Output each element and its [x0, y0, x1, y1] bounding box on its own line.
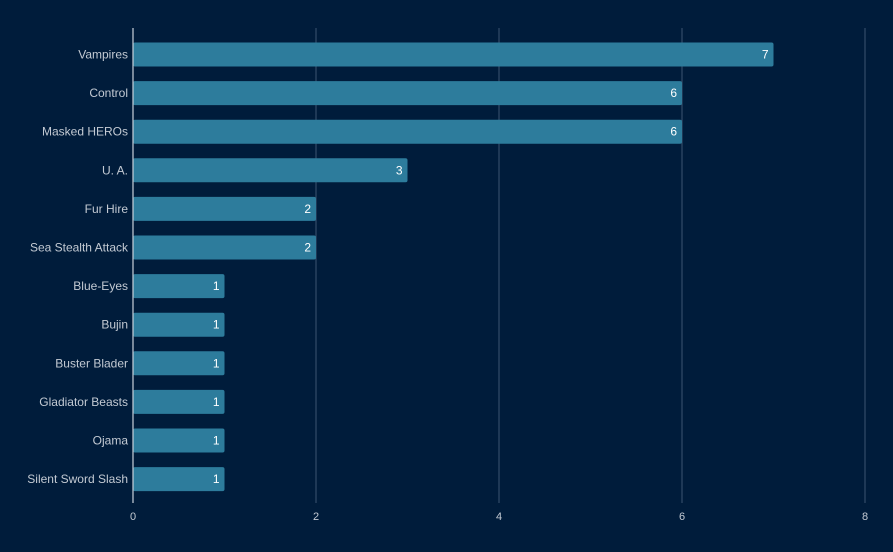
bar-fur-hire — [133, 196, 316, 221]
category-label: U. A. — [102, 163, 128, 177]
category-label: Sea Stealth Attack — [30, 241, 129, 255]
category-label: Ojama — [93, 434, 129, 448]
category-label: Control — [89, 86, 128, 100]
bar-silent-sword-slash — [133, 467, 225, 492]
data-label: 3 — [396, 163, 403, 177]
data-label: 2 — [304, 241, 311, 255]
category-label: Blue-Eyes — [73, 279, 128, 293]
data-label: 1 — [213, 356, 220, 370]
bar-u-a — [133, 158, 408, 183]
data-label: 1 — [213, 318, 220, 332]
bars — [133, 42, 774, 492]
bar-gladiator-beasts — [133, 389, 225, 414]
data-label: 1 — [213, 472, 220, 486]
data-label: 7 — [762, 48, 769, 62]
x-tick-label: 2 — [313, 511, 319, 523]
bar-bujin — [133, 312, 225, 337]
data-label: 1 — [213, 434, 220, 448]
x-tick-label: 6 — [679, 511, 685, 523]
category-label: Buster Blader — [55, 356, 128, 370]
bar-control — [133, 81, 682, 106]
category-label: Masked HEROs — [42, 125, 128, 139]
bar-vampires — [133, 42, 774, 67]
bar-masked-heros — [133, 119, 682, 144]
bar-blue-eyes — [133, 274, 225, 299]
bar-buster-blader — [133, 351, 225, 376]
category-label: Fur Hire — [85, 202, 129, 216]
labels: 0 2 4 6 8 Vampires 7 Control 6 Masked HEROs 6 U. A.… — [27, 48, 868, 524]
x-tick-label: 0 — [130, 511, 136, 523]
bar-sea-stealth-attack — [133, 235, 316, 260]
category-label: Gladiator Beasts — [39, 395, 128, 409]
data-label: 1 — [213, 395, 220, 409]
data-label: 1 — [213, 279, 220, 293]
data-label: 6 — [670, 86, 677, 100]
data-label: 6 — [670, 125, 677, 139]
category-label: Silent Sword Slash — [27, 472, 128, 486]
gridlines — [315, 28, 866, 503]
x-tick-label: 4 — [496, 511, 502, 523]
category-label: Bujin — [101, 318, 128, 332]
data-label: 2 — [304, 202, 311, 216]
bar-ojama — [133, 428, 225, 453]
category-label: Vampires — [78, 48, 128, 62]
x-tick-label: 8 — [862, 511, 868, 523]
